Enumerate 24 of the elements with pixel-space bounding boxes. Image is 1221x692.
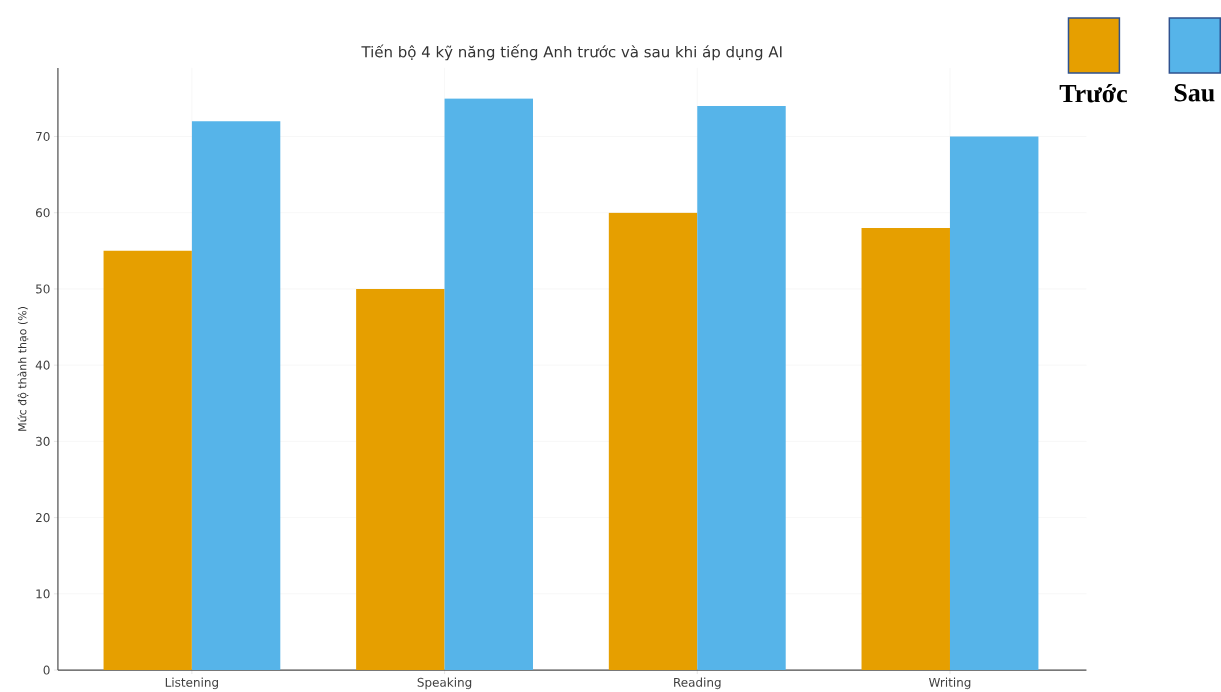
x-tick-label: Writing <box>928 677 971 689</box>
y-tick-label: 50 <box>36 284 50 294</box>
legend-label: Sau <box>1174 83 1215 102</box>
bar <box>861 227 950 670</box>
bar <box>191 121 281 670</box>
bar <box>444 98 534 670</box>
bar <box>356 288 445 670</box>
y-tick-label: 60 <box>35 207 50 218</box>
y-axis-title: Mức độ thành thạo (%) <box>17 306 29 431</box>
y-tick-label: 70 <box>36 131 50 141</box>
bar <box>103 250 192 670</box>
legend-label: Trước <box>1059 83 1128 103</box>
x-tick-label: Listening <box>165 677 218 689</box>
y-tick-label: 30 <box>36 436 50 446</box>
y-tick-label: 40 <box>35 360 50 370</box>
bar <box>949 136 1039 670</box>
y-tick-label: 10 <box>36 589 50 599</box>
bar <box>608 212 698 670</box>
chart-title: Tiến bộ 4 kỹ năng tiếng Anh trước và sau khi áp dụng AI <box>361 44 782 61</box>
x-tick-label: Reading <box>674 677 721 689</box>
x-tick-label: Speaking <box>417 677 472 689</box>
y-tick-label: 0 <box>43 665 50 675</box>
y-tick-label: 20 <box>36 512 50 522</box>
bar <box>697 105 786 670</box>
